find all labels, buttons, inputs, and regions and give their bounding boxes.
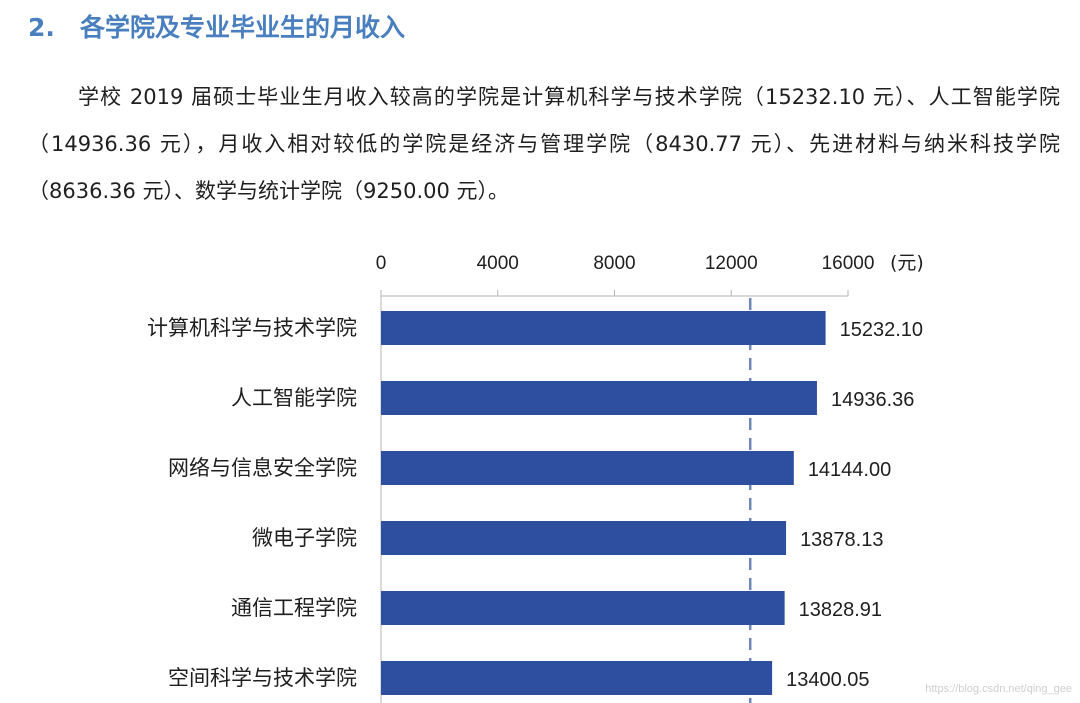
value-label: 14144.00 bbox=[808, 459, 891, 481]
x-tick-label: 12000 bbox=[705, 253, 758, 274]
section-number: 2. bbox=[28, 13, 55, 42]
watermark-text: https://blog.csdn.net/qing_gee bbox=[925, 683, 1072, 695]
value-label: 15232.10 bbox=[840, 319, 923, 341]
bar bbox=[381, 451, 794, 485]
bar bbox=[381, 661, 773, 695]
value-label: 14936.36 bbox=[831, 389, 914, 411]
value-label: 13878.13 bbox=[800, 529, 883, 551]
x-tick-label: 16000 bbox=[822, 253, 875, 274]
bar bbox=[381, 381, 817, 415]
summary-text: 学校 2019 届硕士毕业生月收入较高的学院是计算机科学与技术学院（15232.… bbox=[28, 85, 1060, 203]
value-label: 13828.91 bbox=[799, 599, 882, 621]
category-label: 网络与信息安全学院 bbox=[168, 456, 357, 480]
category-label: 空间科学与技术学院 bbox=[168, 666, 357, 690]
x-axis-unit-label: (元) bbox=[890, 252, 924, 274]
x-tick-label: 0 bbox=[376, 253, 387, 274]
section-heading: 2. 各学院及专业毕业生的月收入 bbox=[28, 8, 405, 44]
section-title: 各学院及专业毕业生的月收入 bbox=[80, 13, 406, 42]
x-tick-label: 4000 bbox=[477, 253, 519, 274]
category-label: 微电子学院 bbox=[252, 526, 357, 550]
category-label: 计算机科学与技术学院 bbox=[147, 316, 357, 340]
summary-paragraph: 学校 2019 届硕士毕业生月收入较高的学院是计算机科学与技术学院（15232.… bbox=[28, 74, 1060, 215]
category-label: 人工智能学院 bbox=[231, 386, 357, 410]
bar bbox=[381, 591, 785, 625]
bar bbox=[381, 311, 826, 345]
x-tick-label: 8000 bbox=[593, 253, 635, 274]
bar bbox=[381, 521, 787, 555]
value-label: 13400.05 bbox=[786, 669, 869, 691]
category-label: 通信工程学院 bbox=[231, 596, 357, 620]
